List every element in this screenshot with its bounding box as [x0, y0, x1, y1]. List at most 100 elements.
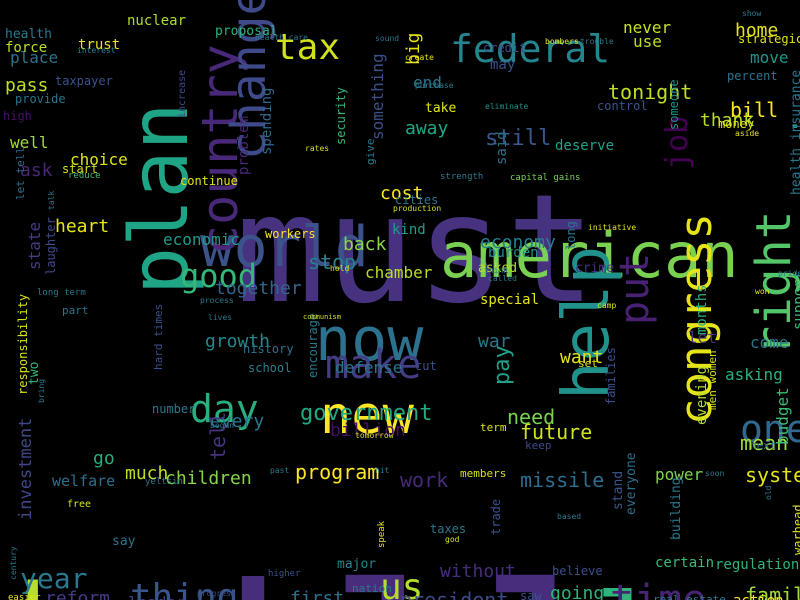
cloud-word: may: [490, 57, 516, 73]
cloud-word: will: [25, 555, 627, 600]
cloud-word: tonight: [608, 80, 693, 104]
cloud-word: communism: [303, 313, 341, 321]
cloud-word: reform: [45, 588, 111, 600]
cloud-word: saw: [520, 589, 542, 600]
cloud-word: deserve: [555, 138, 615, 154]
cloud-word: major: [337, 557, 377, 572]
cloud-word: production: [393, 204, 442, 213]
cloud-word: health: [5, 27, 52, 42]
cloud-word: increase: [177, 69, 188, 118]
cloud-word: trade: [489, 498, 503, 535]
cloud-word: say: [112, 534, 136, 549]
cloud-word: strength: [440, 172, 484, 182]
cloud-word: said: [494, 131, 510, 165]
cloud-word: century: [9, 546, 18, 580]
cloud-word: certain: [655, 555, 715, 571]
cloud-word: old: [764, 485, 773, 500]
cloud-word: back: [343, 234, 387, 255]
cloud-word: war: [478, 331, 511, 352]
cloud-word: school: [248, 361, 292, 375]
cloud-word: regulation: [715, 557, 800, 573]
cloud-word: soon: [705, 469, 725, 478]
cloud-word: kind: [392, 222, 426, 238]
cloud-word: strategic: [738, 32, 800, 46]
cloud-word: crime: [575, 261, 615, 276]
cloud-word: members: [460, 467, 507, 480]
cloud-word: proposal: [215, 24, 278, 39]
cloud-word: thank: [700, 110, 755, 131]
cloud-word: reduce: [68, 171, 101, 181]
cloud-word: system: [745, 463, 800, 487]
cloud-word: billion: [330, 420, 406, 441]
cloud-word: building: [669, 477, 684, 540]
cloud-word: believe: [552, 564, 603, 578]
cloud-word: called: [488, 274, 517, 283]
cloud-word: next: [750, 439, 777, 452]
cloud-word: speak: [377, 520, 387, 548]
cloud-word: burden: [488, 245, 539, 261]
cloud-word: term: [480, 421, 507, 434]
cloud-word: long: [564, 221, 578, 250]
cloud-word: easier: [8, 593, 41, 600]
cloud-word: continue: [180, 174, 238, 188]
cloud-word: future: [520, 420, 593, 444]
cloud-word: set: [578, 357, 598, 370]
cloud-word: bring: [37, 378, 46, 403]
cloud-word: first: [290, 588, 345, 600]
cloud-word: families: [604, 347, 618, 405]
cloud-word: tell: [206, 411, 230, 460]
cloud-word: use: [633, 32, 662, 51]
cloud-word: laughter: [44, 217, 58, 275]
cloud-word: pass: [5, 75, 49, 96]
cloud-word: choice: [70, 150, 128, 169]
cloud-word: higher: [268, 569, 301, 579]
cloud-word: go: [93, 448, 115, 469]
cloud-word: security: [334, 87, 348, 145]
cloud-word: us: [380, 567, 424, 600]
cloud-word: now: [315, 305, 424, 375]
cloud-word: history: [243, 342, 294, 356]
cloud-word: budget: [773, 387, 792, 445]
cloud-word: asking: [725, 365, 783, 384]
cloud-word: think: [484, 266, 509, 275]
cloud-word: need: [507, 405, 556, 429]
cloud-word: camp: [597, 301, 617, 310]
cloud-word: interest: [77, 46, 116, 55]
cloud-word: credit: [483, 41, 527, 55]
cloud-word: asked: [478, 261, 518, 276]
cloud-word: people: [305, 580, 738, 600]
cloud-word: part: [62, 304, 89, 317]
cloud-word: put: [612, 252, 658, 325]
cloud-word: real estate: [653, 593, 726, 600]
cloud-word: going: [550, 583, 605, 600]
cloud-word: based: [557, 512, 582, 521]
cloud-word: cities: [395, 193, 439, 207]
cloud-word: away: [405, 118, 449, 139]
cloud-word: bill: [730, 98, 779, 122]
cloud-word: economy: [480, 232, 556, 253]
cloud-word: heart: [55, 216, 110, 237]
cloud-word: force: [5, 40, 48, 56]
cloud-word: pride: [778, 269, 800, 278]
cloud-word: problem: [236, 115, 252, 175]
cloud-word: action: [733, 594, 784, 600]
cloud-word: initiative: [588, 223, 637, 232]
cloud-word: never: [623, 18, 672, 37]
cloud-word: men women: [706, 350, 719, 410]
cloud-word: create: [405, 53, 434, 62]
cloud-word: rates: [305, 144, 330, 153]
cloud-word: let tell: [14, 147, 27, 200]
cloud-word: number: [152, 402, 196, 416]
cloud-word: talk: [47, 190, 56, 210]
cloud-word: take: [425, 101, 457, 116]
cloud-word: capital gains: [510, 173, 581, 183]
cloud-word: someone: [667, 79, 681, 130]
cloud-word: without: [440, 561, 516, 582]
cloud-word: pay: [490, 345, 515, 385]
cloud-word: world: [200, 215, 369, 280]
cloud-word: eliminate: [485, 102, 529, 111]
cloud-word: children: [165, 468, 252, 489]
cloud-word: encourage: [306, 312, 320, 378]
cloud-word: taxpayer: [55, 74, 113, 88]
cloud-word: percent: [727, 69, 778, 83]
